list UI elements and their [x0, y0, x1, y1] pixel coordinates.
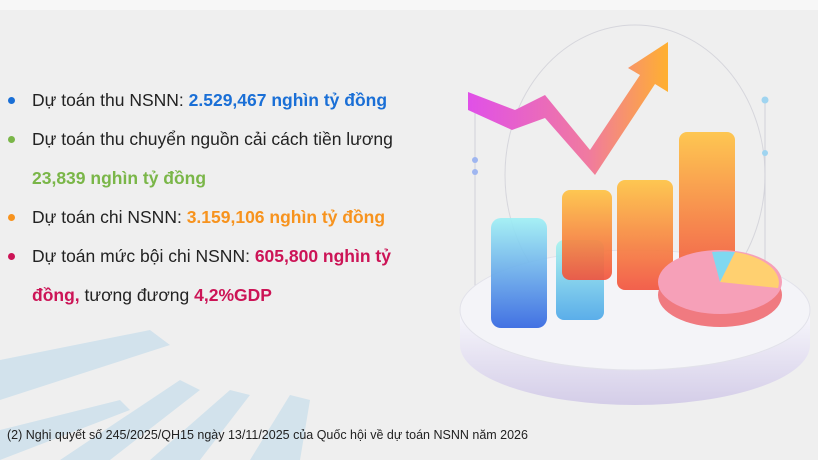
item-label: Dự toán thu NSNN:	[32, 90, 189, 110]
item-gdp-value: 4,2%GDP	[194, 285, 272, 305]
item-label: Dự toán chi NSNN:	[32, 207, 187, 227]
item-value: đồng,	[32, 285, 80, 305]
bullet-icon	[8, 214, 15, 221]
bullet-icon	[8, 97, 15, 104]
item-value: 2.529,467 nghìn tỷ đồng	[188, 90, 388, 110]
item-value: 3.159,106 nghìn tỷ đồng	[186, 207, 386, 227]
item-suffix: tương đương	[79, 285, 195, 305]
chart-illustration	[459, 24, 811, 405]
bullet-icon	[8, 136, 15, 143]
top-strip	[0, 0, 818, 10]
item-value: 605,800 nghìn tỷ	[254, 246, 391, 266]
bullet-icon	[8, 253, 15, 260]
item-value: 23,839 nghìn tỷ đồng	[32, 168, 207, 188]
item-label: Dự toán mức bội chi NSNN:	[32, 246, 255, 266]
footnote: (2) Nghị quyết số 245/2025/QH15 ngày 13/…	[7, 428, 528, 442]
item-label: Dự toán thu chuyển nguồn cải cách tiền l…	[32, 129, 393, 149]
